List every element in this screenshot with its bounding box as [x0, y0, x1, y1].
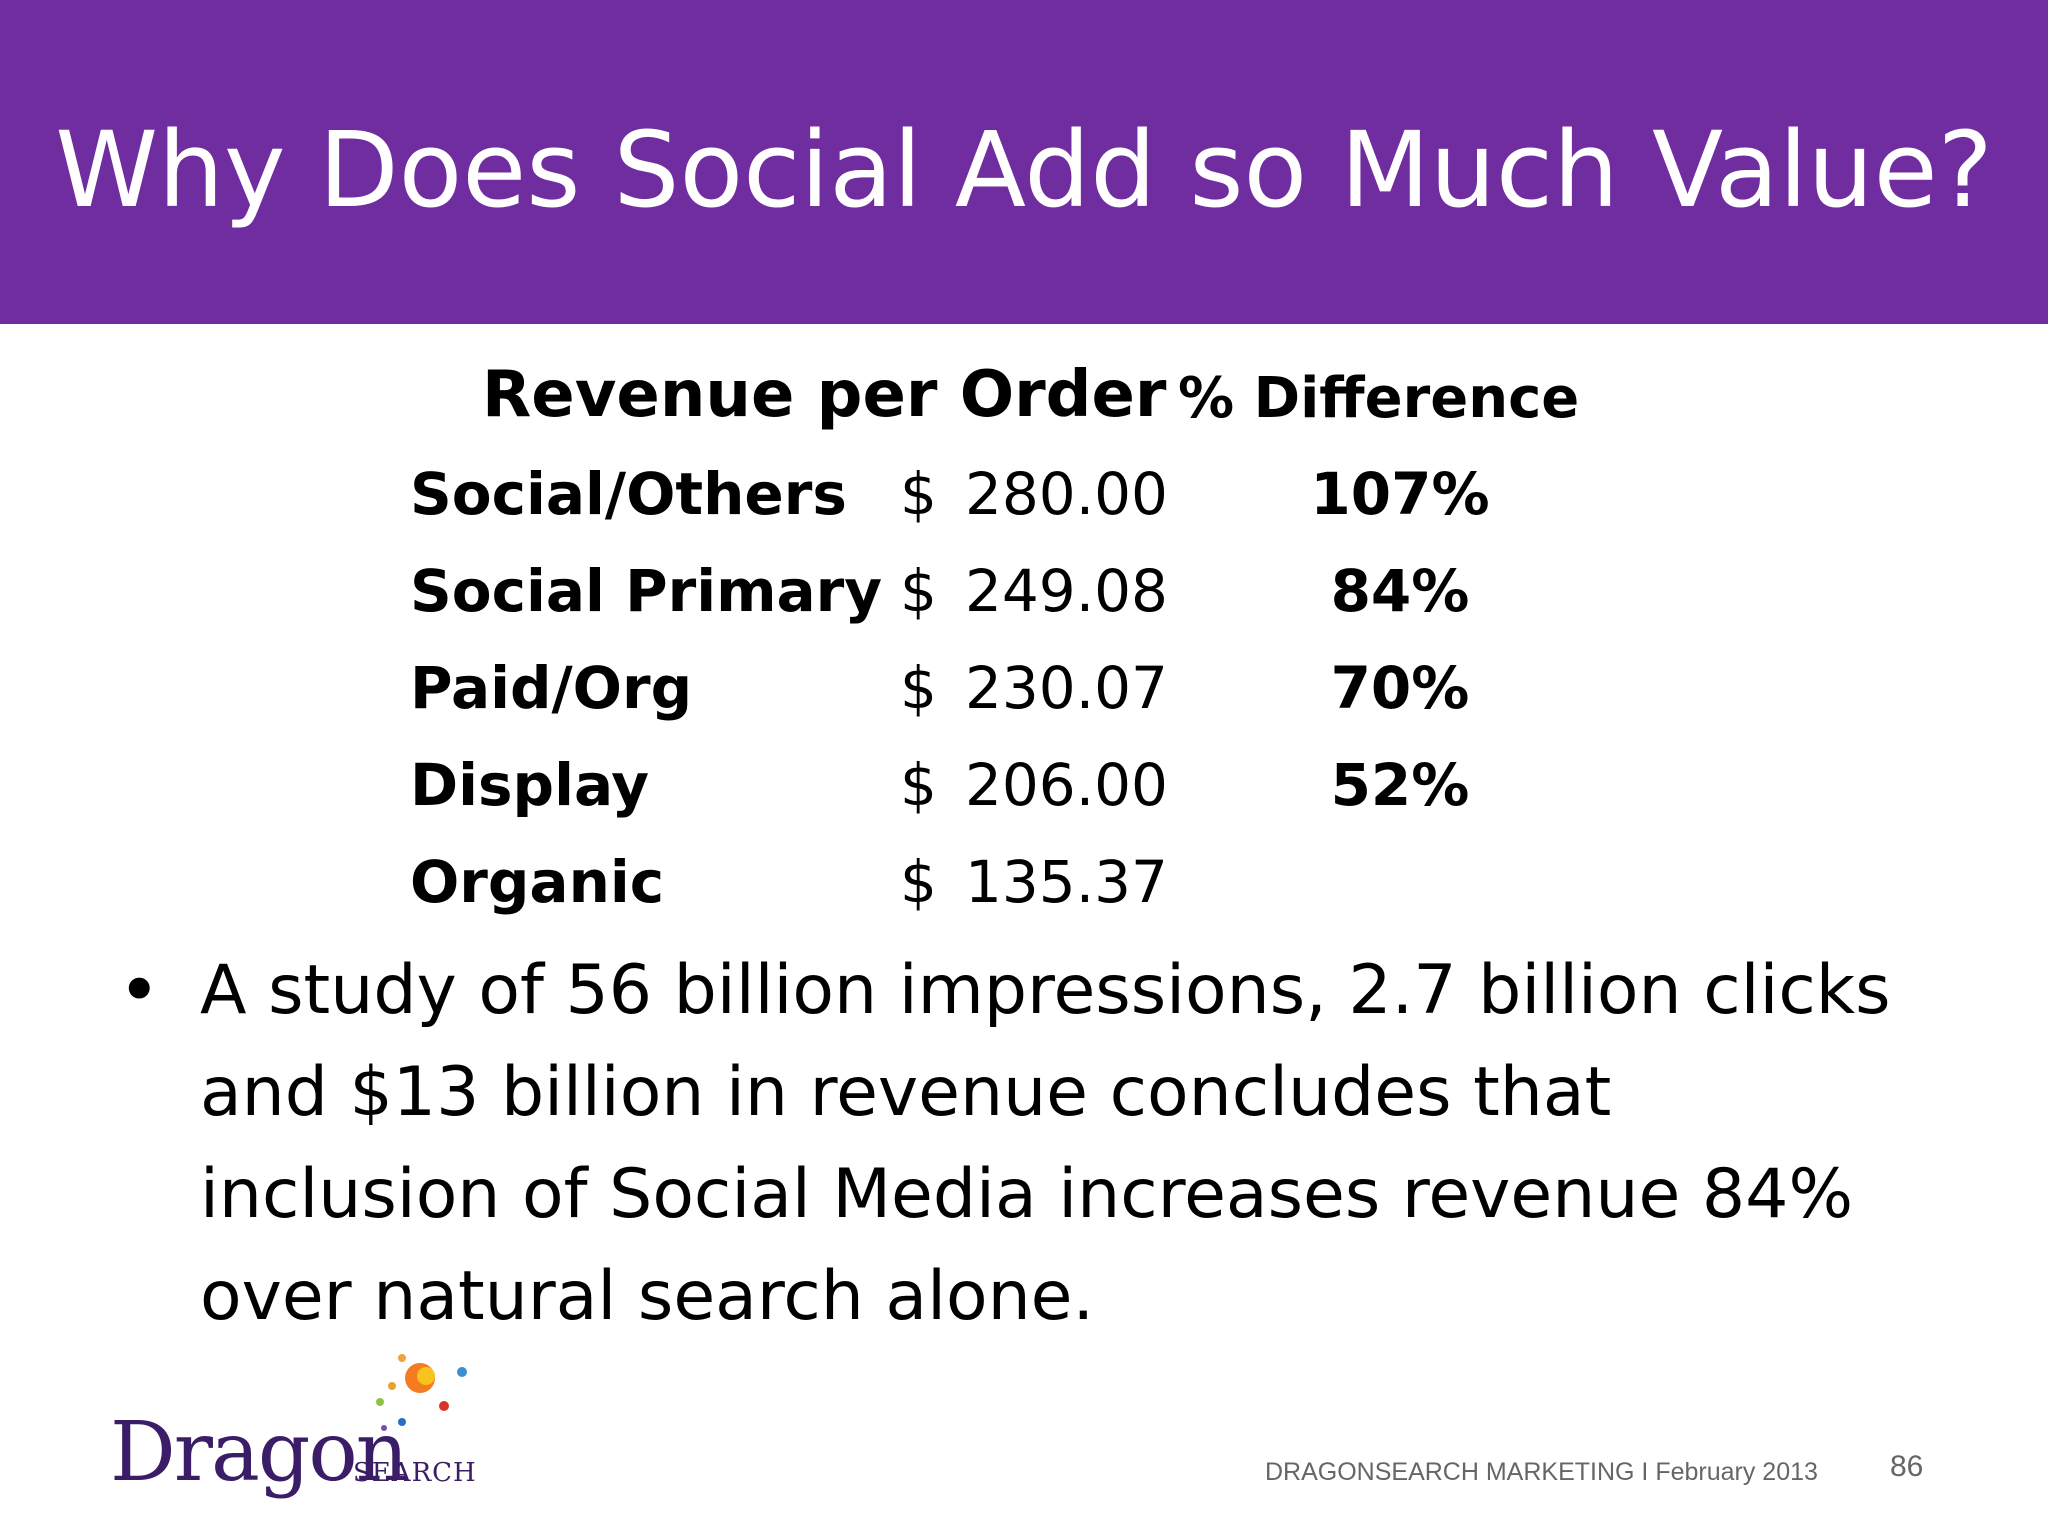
row-value: 135.37: [965, 848, 1168, 916]
row-difference: 107%: [1310, 460, 1490, 528]
row-label: Social/Others: [410, 460, 847, 528]
table-row: Paid/Org $ 230.07 70%: [410, 640, 1570, 736]
bullet-text: A study of 56 billion impressions, 2.7 b…: [200, 951, 1891, 1336]
row-value: 206.00: [965, 751, 1168, 819]
page-number: 86: [1890, 1450, 1924, 1483]
logo-wordmark: Dragon: [110, 1405, 409, 1500]
dragonsearch-logo: Dragon SEARCH: [110, 1350, 490, 1510]
currency-symbol: $: [900, 460, 937, 528]
slide-title: Why Does Social Add so Much Value?: [55, 109, 1993, 231]
row-value: 280.00: [965, 460, 1168, 528]
currency-symbol: $: [900, 557, 937, 625]
row-label: Display: [410, 751, 650, 819]
row-difference: 84%: [1330, 557, 1470, 625]
currency-symbol: $: [900, 848, 937, 916]
table-row: Display $ 206.00 52%: [410, 737, 1570, 833]
bullet-point-icon: •: [118, 948, 161, 1032]
footer-text: DRAGONSEARCH MARKETING I February 2013: [1265, 1458, 1818, 1486]
currency-symbol: $: [900, 654, 937, 722]
row-value: 249.08: [965, 557, 1168, 625]
row-label: Organic: [410, 848, 665, 916]
row-difference: 52%: [1330, 751, 1470, 819]
table-row: Organic $ 135.37: [410, 834, 1570, 930]
row-label: Social Primary: [410, 557, 883, 625]
table-row: Social/Others $ 280.00 107%: [410, 446, 1570, 542]
revenue-column-header: Revenue per Order: [482, 358, 1167, 432]
difference-column-header: % Difference: [1178, 366, 1580, 431]
logo-dots-icon: [376, 1354, 467, 1431]
currency-symbol: $: [900, 751, 937, 819]
row-label: Paid/Org: [410, 654, 693, 722]
title-bar: Why Does Social Add so Much Value?: [0, 0, 2048, 324]
logo-subtext: SEARCH: [353, 1458, 477, 1488]
table-row: Social Primary $ 249.08 84%: [410, 543, 1570, 639]
row-difference: 70%: [1330, 654, 1470, 722]
row-value: 230.07: [965, 654, 1168, 722]
